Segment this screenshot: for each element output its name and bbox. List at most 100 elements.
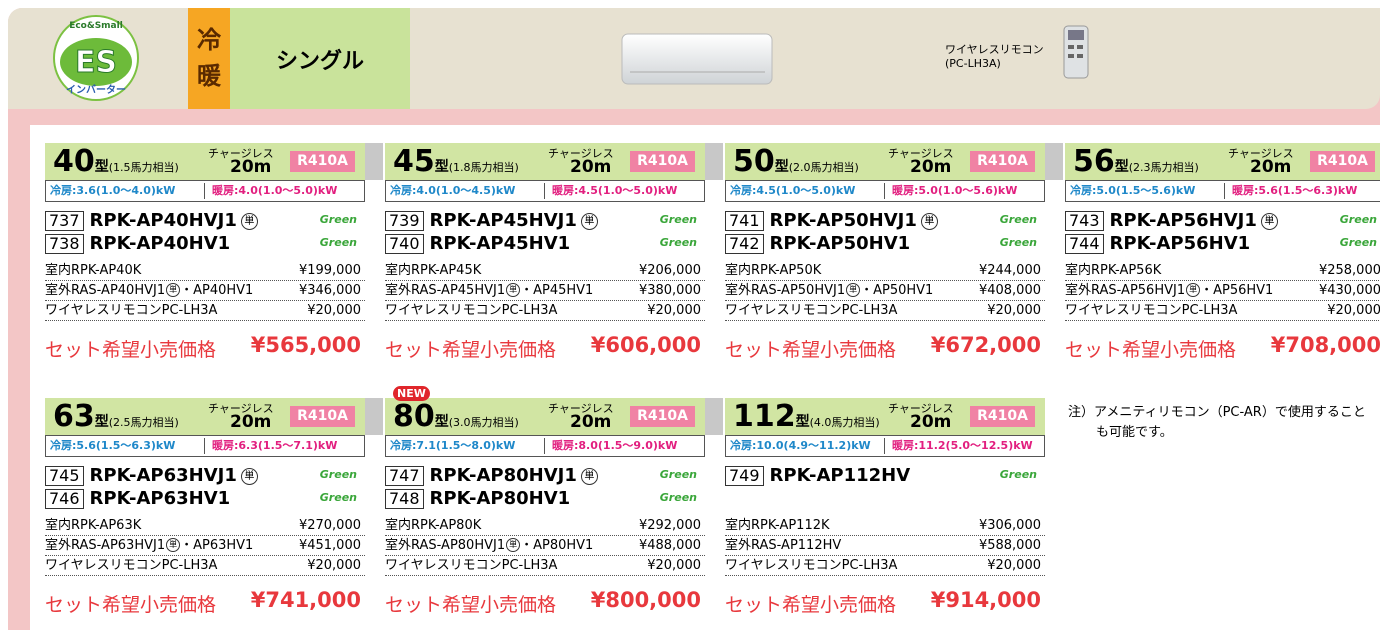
- row-label: ワイヤレスリモコンPC-LH3A: [385, 558, 558, 573]
- heat-label: 暖房: [1232, 184, 1254, 197]
- row-label: 室内RPK-AP50K: [725, 263, 822, 278]
- new-badge: NEW: [393, 386, 430, 401]
- model-name: RPK-AP112HV: [769, 465, 911, 486]
- price-row: 室内RPK-AP63K ¥270,000: [45, 516, 365, 536]
- single-mark: 単: [506, 538, 521, 552]
- price-row: 室外RAS-AP63HVJ1 単・AP63HV1 ¥451,000: [45, 536, 365, 556]
- size-line: 45型(1.8馬力相当): [393, 144, 519, 186]
- spec-row: 冷房:5.0(1.5～5.6)kW 暖房:5.6(1.5～6.3)kW: [1065, 180, 1380, 202]
- unit: 型: [94, 414, 109, 430]
- cool-label: 冷房: [390, 439, 412, 452]
- divider: [1224, 183, 1225, 199]
- green-icon: Green: [319, 468, 357, 481]
- hp: (1.8馬力相当): [448, 161, 519, 174]
- heating: 暖房:6.3(1.5～7.1)kW: [212, 436, 337, 456]
- remote-price: ¥20,000: [647, 303, 701, 318]
- green-icon: Green: [659, 236, 697, 249]
- green-icon: Green: [659, 468, 697, 481]
- size-line: 56型(2.3馬力相当): [1073, 144, 1199, 186]
- row-label: 室外RAS-AP112HV: [725, 538, 842, 553]
- price-row: ワイヤレスリモコンPC-LH3A ¥20,000: [725, 556, 1045, 576]
- set-label: セット希望小売価格: [45, 339, 217, 361]
- set-price: ¥606,000: [590, 333, 701, 357]
- indoor-label: 室内RPK-AP50K: [725, 261, 821, 280]
- charge-length: 20m: [1250, 157, 1292, 177]
- cooling: 冷房:7.1(1.5～8.0)kW: [390, 436, 515, 456]
- size: 45: [393, 144, 435, 179]
- outdoor-price: ¥430,000: [1318, 283, 1380, 298]
- chargeless: チャージレス: [208, 147, 274, 160]
- cooling: 冷房:5.0(1.5～5.6)kW: [1070, 181, 1195, 201]
- size: 40: [53, 144, 95, 179]
- cool-label: 冷房: [1070, 184, 1092, 197]
- hp: (4.0馬力相当): [809, 416, 880, 429]
- outdoor-label: 室外RAS-AP112HV: [725, 536, 841, 555]
- model-no: 749: [725, 466, 764, 486]
- indoor-price: ¥306,000: [978, 518, 1041, 533]
- price-row: 室外RAS-AP112HV ¥588,000: [725, 536, 1045, 556]
- refrigerant: R410A: [970, 406, 1035, 427]
- product-card: 112型(4.0馬力相当) チャージレス 20m R410A 冷房:10.0(4.9～1…: [725, 398, 1045, 630]
- unit: 型: [434, 159, 449, 175]
- cooling: 冷房:5.6(1.5～6.3)kW: [50, 436, 175, 456]
- row-suffix: ・AP50HV1: [860, 283, 934, 298]
- model: 747 RPK-AP80HVJ1 単: [385, 466, 598, 486]
- cool-value: :4.5(1.0～5.0)kW: [752, 184, 856, 197]
- size: 56: [1073, 144, 1115, 179]
- remote-price: ¥20,000: [987, 558, 1041, 573]
- mode-text: 暖: [197, 62, 221, 90]
- model: 746 RPK-AP63HV1: [45, 489, 230, 509]
- price-row: 室内RPK-AP45K ¥206,000: [385, 261, 705, 281]
- single-mark: 単: [240, 213, 258, 230]
- outdoor-price: ¥346,000: [298, 283, 361, 298]
- remote-image: [1063, 25, 1089, 79]
- charge-length: 20m: [570, 157, 612, 177]
- model: 740 RPK-AP45HV1: [385, 234, 570, 254]
- model: 741 RPK-AP50HVJ1 単: [725, 211, 938, 231]
- unit: 型: [1114, 159, 1129, 175]
- model-no: 744: [1065, 234, 1104, 254]
- size: 50: [733, 144, 775, 179]
- heat-label: 暖房: [552, 439, 574, 452]
- product-card: 45型(1.8馬力相当) チャージレス 20m R410A 冷房:4.0(1.0～4.5…: [385, 143, 705, 383]
- es-logo: Eco&Small ES インバーター: [53, 15, 139, 101]
- row-suffix: ・AP63HV1: [180, 538, 254, 553]
- model-name: RPK-AP45HVJ1: [429, 210, 577, 231]
- single-mark: 単: [506, 283, 521, 297]
- set-label: セット希望小売価格: [725, 594, 897, 616]
- hp: (2.0馬力相当): [788, 161, 859, 174]
- set-price: ¥800,000: [590, 588, 701, 612]
- model: 737 RPK-AP40HVJ1 単: [45, 211, 258, 231]
- row-label: 室内RPK-AP45K: [385, 263, 482, 278]
- heat-label: 暖房: [552, 184, 574, 197]
- green-icon: Green: [1339, 213, 1377, 226]
- remote-price: ¥20,000: [647, 558, 701, 573]
- price-row: ワイヤレスリモコンPC-LH3A ¥20,000: [385, 301, 705, 321]
- set-price: ¥565,000: [250, 333, 361, 357]
- price-row: 室外RAS-AP40HVJ1 単・AP40HV1 ¥346,000: [45, 281, 365, 301]
- heat-label: 暖房: [212, 439, 234, 452]
- cool-value: :5.0(1.5～5.6)kW: [1092, 184, 1196, 197]
- heat-label: 暖房: [212, 184, 234, 197]
- size-line: 63型(2.5馬力相当): [53, 399, 179, 441]
- heat-label: 暖房: [892, 184, 914, 197]
- unit: 型: [94, 159, 109, 175]
- row-label: ワイヤレスリモコンPC-LH3A: [45, 558, 218, 573]
- model-no: 737: [45, 211, 84, 231]
- row-label: ワイヤレスリモコンPC-LH3A: [385, 303, 558, 318]
- outdoor-label: 室外RAS-AP63HVJ1 単・AP63HV1: [45, 536, 253, 555]
- outdoor-label: 室外RAS-AP40HVJ1 単・AP40HV1: [45, 281, 253, 300]
- row-label: 室内RPK-AP40K: [45, 263, 142, 278]
- size-line: 50型(2.0馬力相当): [733, 144, 859, 186]
- cool-label: 冷房: [730, 439, 752, 452]
- product-card: NEW 80型(3.0馬力相当) チャージレス 20m R410A 冷房:7.1(1.5～…: [385, 386, 705, 630]
- model-name: RPK-AP80HVJ1: [429, 465, 577, 486]
- refrigerant: R410A: [630, 151, 695, 172]
- model-name: RPK-AP80HV1: [429, 488, 571, 509]
- model-no: 741: [725, 211, 764, 231]
- row-label: ワイヤレスリモコンPC-LH3A: [45, 303, 218, 318]
- outdoor-label: 室外RAS-AP45HVJ1 単・AP45HV1: [385, 281, 593, 300]
- heating: 暖房:5.6(1.5～6.3)kW: [1232, 181, 1357, 201]
- charge-length: 20m: [910, 412, 952, 432]
- green-icon: Green: [319, 236, 357, 249]
